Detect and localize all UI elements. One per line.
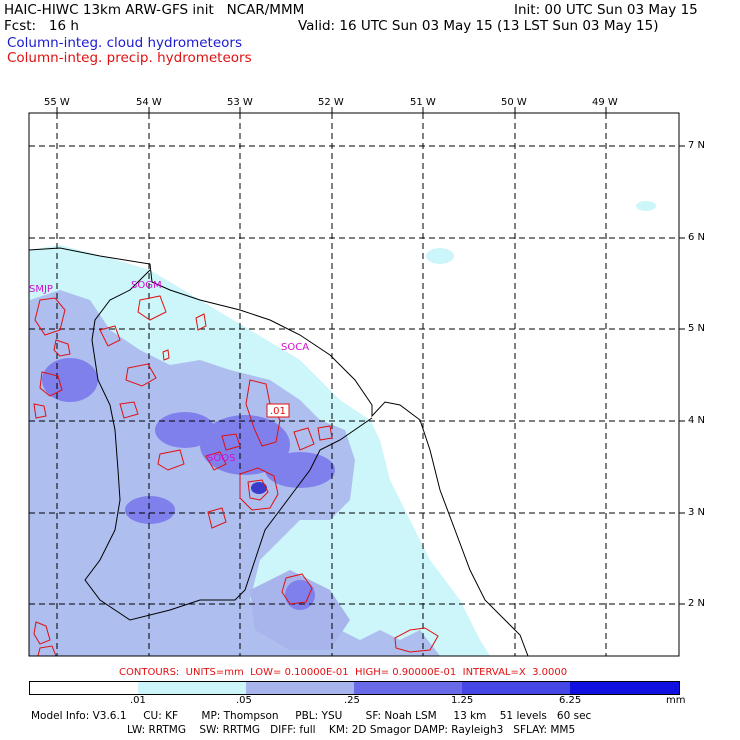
- colorbar-segment: [138, 682, 246, 694]
- map-field: [29, 113, 679, 656]
- cloud-shading-dark: [42, 358, 335, 610]
- colorbar-segment: [30, 682, 138, 694]
- valid-time: Valid: 16 UTC Sun 03 May 15 (13 LST Sun …: [298, 18, 659, 34]
- lon-label: 52 W: [318, 97, 344, 108]
- lon-ticks: [56, 107, 607, 113]
- forecast-hour: Fcst: 16 h: [4, 18, 79, 34]
- station-label: SMJP: [29, 284, 53, 295]
- station-label: SOGM: [131, 280, 162, 291]
- lat-label: 5 N: [688, 323, 706, 334]
- colorbar: [29, 681, 680, 695]
- colorbar-tick: .01: [130, 695, 146, 706]
- field-cloud-label: Column-integ. cloud hydrometeors: [7, 35, 243, 51]
- graticule: [29, 113, 679, 656]
- colorbar-segment: [246, 682, 354, 694]
- colorbar-segment: [570, 682, 679, 694]
- contour-label-box: [266, 403, 290, 418]
- lat-label: 4 N: [688, 415, 706, 426]
- colorbar-tick: .05: [236, 695, 252, 706]
- colorbar-tick: 1.25: [451, 695, 474, 706]
- station-label: SOCA: [281, 342, 309, 353]
- lon-label: 54 W: [136, 97, 162, 108]
- lon-label: 50 W: [501, 97, 527, 108]
- cloud-shading-darkest: [251, 482, 267, 494]
- map-frame: [28, 112, 680, 657]
- lon-label: 53 W: [227, 97, 253, 108]
- lon-label: 51 W: [410, 97, 436, 108]
- model-info-line1: Model Info: V3.6.1 CU: KF MP: Thompson P…: [31, 710, 592, 722]
- lat-ticks: [679, 145, 685, 605]
- lon-label: 55 W: [44, 97, 70, 108]
- lat-label: 7 N: [688, 140, 706, 151]
- lat-label: 2 N: [688, 598, 706, 609]
- colorbar-tick: .25: [344, 695, 360, 706]
- colorbar-unit: mm: [666, 695, 686, 706]
- colorbar-segment: [354, 682, 462, 694]
- init-time: Init: 00 UTC Sun 03 May 15: [514, 2, 698, 18]
- plot-title: HAIC-HIWC 13km ARW-GFS init NCAR/MMM: [4, 2, 305, 18]
- lon-label: 49 W: [592, 97, 618, 108]
- precip-contours: [33, 295, 439, 656]
- field-precip-label: Column-integ. precip. hydrometeors: [7, 50, 252, 66]
- lat-label: 3 N: [688, 507, 706, 518]
- station-label: SOOS: [207, 453, 235, 464]
- lat-label: 6 N: [688, 232, 706, 243]
- coastline: [29, 247, 529, 656]
- model-info-line2: LW: RRTMG SW: RRTMG DIFF: full KM: 2D Sm…: [127, 724, 576, 736]
- colorbar-tick: 6.25: [559, 695, 582, 706]
- contour-value-label: .01: [270, 406, 286, 417]
- contours-legend: CONTOURS: UNITS=mm LOW= 0.10000E-01 HIGH…: [119, 667, 568, 678]
- colorbar-segment: [462, 682, 570, 694]
